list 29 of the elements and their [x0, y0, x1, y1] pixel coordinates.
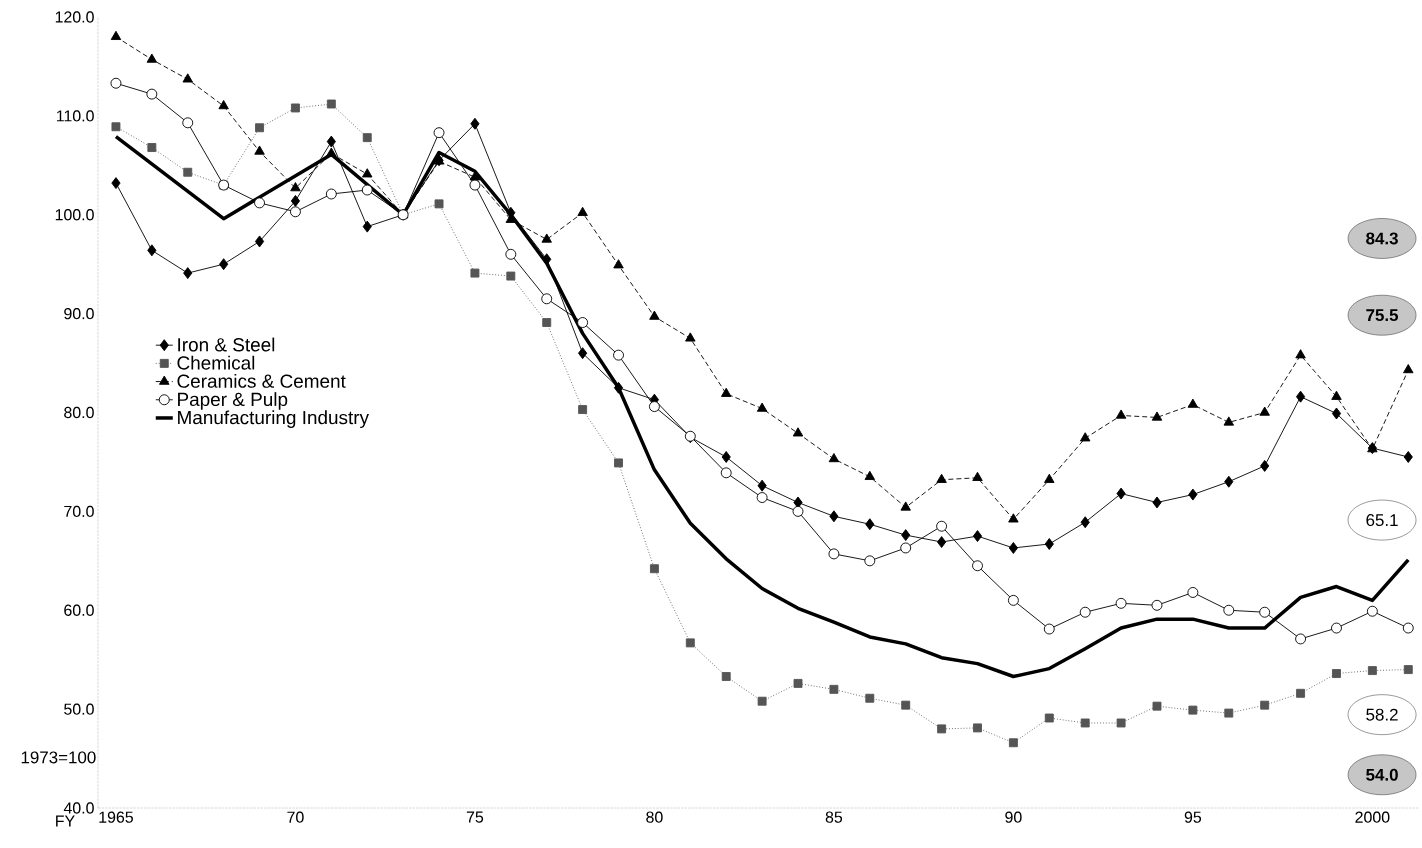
- legend-label: Ceramics & Cement: [177, 373, 346, 388]
- annotation: 84.3: [1366, 232, 1398, 245]
- x-axis-title: FY: [56, 815, 75, 827]
- annotation: 65.1: [1366, 514, 1398, 527]
- y-tick-label: 70.0: [64, 505, 94, 518]
- x-tick-label: 2000: [1355, 811, 1390, 823]
- text: 1973=100: [21, 751, 96, 764]
- y-tick-label: 80.0: [64, 406, 94, 419]
- x-tick-label: 1965: [99, 811, 133, 823]
- x-tick-label: 75: [466, 811, 484, 823]
- legend-label: Manufacturing Industry: [178, 410, 369, 428]
- legend-label: Paper & Pulp: [178, 392, 288, 410]
- x-tick-label: 90: [1005, 811, 1022, 823]
- x-tick-label: 85: [825, 811, 843, 823]
- annotation: 58.2: [1366, 708, 1398, 721]
- x-tick-label: 95: [1184, 811, 1202, 823]
- y-tick-label: 40.0: [63, 802, 94, 814]
- x-tick-label: 80: [646, 811, 663, 823]
- legend-label: Chemical: [177, 355, 255, 370]
- legend-label: Iron & Steel: [178, 337, 275, 352]
- y-tick-label: 90.0: [64, 307, 94, 320]
- annotation: 75.5: [1366, 309, 1399, 322]
- y-tick-label: 50.0: [64, 703, 94, 715]
- y-tick-label: 110.0: [56, 110, 94, 122]
- annotation: 54.0: [1366, 768, 1398, 781]
- y-tick-label: 120.0: [55, 11, 94, 23]
- x-tick-label: 70: [287, 811, 304, 823]
- y-tick-label: 100.0: [55, 209, 94, 221]
- y-tick-label: 60.0: [64, 604, 94, 616]
